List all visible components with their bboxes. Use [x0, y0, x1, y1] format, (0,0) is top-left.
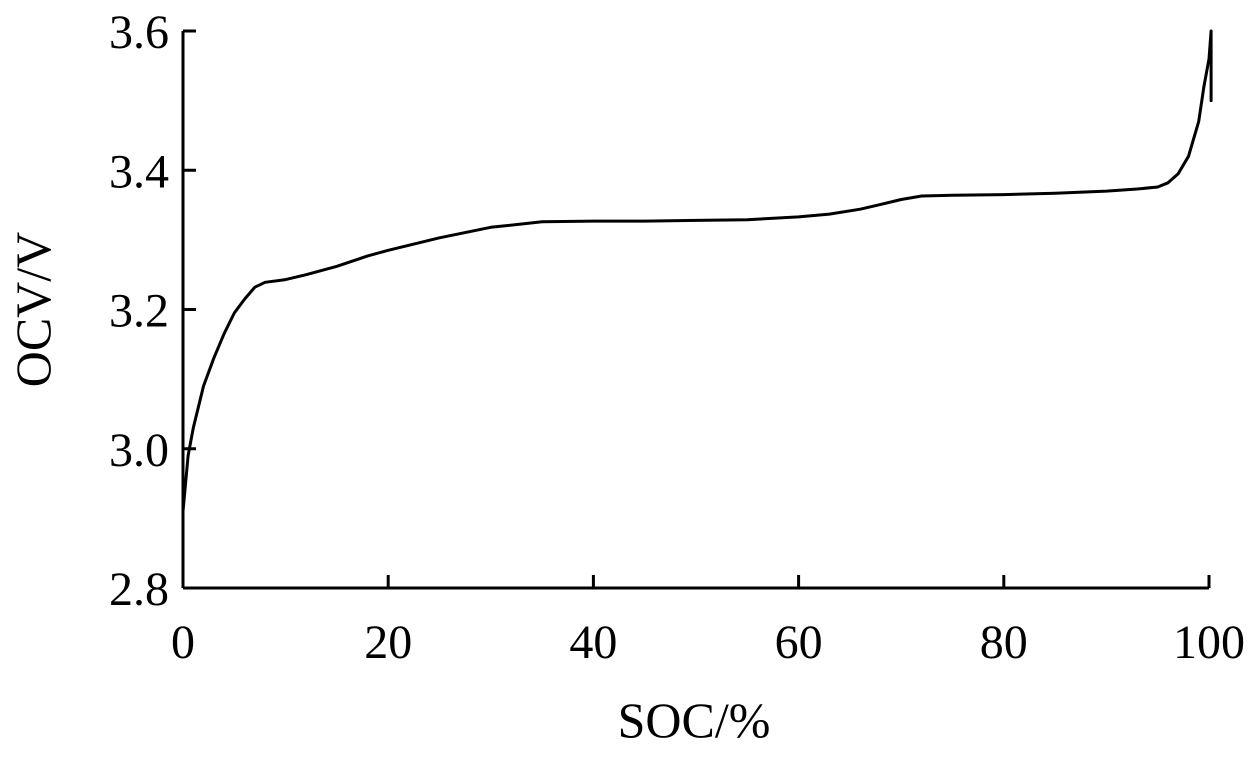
y-tick-label: 2.8	[109, 563, 169, 616]
x-tick-label: 0	[171, 616, 195, 669]
x-tick-label: 40	[569, 616, 617, 669]
y-tick-label: 3.4	[109, 145, 169, 198]
y-ticks: 2.8 3.0 3.2 3.4 3.6	[109, 6, 196, 616]
axes	[181, 31, 1209, 590]
x-tick-label: 60	[775, 616, 823, 669]
series-layer	[181, 29, 1213, 513]
x-tick-label: 100	[1173, 616, 1245, 669]
x-tick-label: 20	[364, 616, 412, 669]
ocv-curve-line	[181, 29, 1213, 513]
y-tick-label: 3.0	[109, 424, 169, 477]
x-ticks: 0 20 40 60 80 100	[171, 575, 1245, 669]
y-tick-label: 3.2	[109, 285, 169, 338]
y-tick-label: 3.6	[109, 6, 169, 59]
x-axis-title: SOC/%	[618, 692, 771, 748]
x-tick-label: 80	[980, 616, 1028, 669]
y-axis-title: OCV/V	[5, 232, 61, 388]
